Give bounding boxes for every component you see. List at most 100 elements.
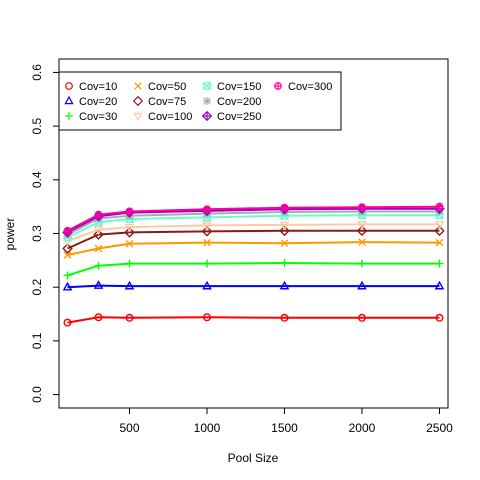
x-tick-label: 2500	[426, 421, 453, 435]
x-tick-label: 2000	[349, 421, 376, 435]
legend-marker	[64, 95, 74, 105]
legend-label: Cov=10	[79, 81, 117, 93]
data-point	[358, 238, 366, 246]
legend-label: Cov=200	[217, 96, 261, 108]
data-point	[435, 238, 444, 247]
data-point	[435, 202, 444, 211]
legend: Cov=10 Cov=20 Cov=30 Cov=50 Cov=75 Cov=100 Cov…	[58, 71, 342, 131]
data-point	[94, 261, 103, 270]
data-point	[434, 221, 445, 230]
legend-marker	[132, 95, 144, 107]
y-tick-label: 0.6	[30, 64, 44, 81]
data-point	[356, 225, 368, 237]
legend-item: Cov=100	[133, 111, 192, 123]
data-point	[435, 313, 444, 322]
data-point	[203, 313, 212, 322]
y-tick-label: 0.2	[30, 279, 44, 296]
series-cov-30	[63, 259, 444, 280]
data-point	[62, 243, 73, 254]
legend-item: Cov=10	[65, 81, 117, 93]
series-layer	[62, 202, 445, 327]
legend-item: Cov=200	[203, 96, 261, 108]
legend-item: Cov=300	[274, 81, 332, 93]
data-point	[357, 280, 367, 290]
data-point	[63, 251, 72, 259]
series-line	[67, 316, 440, 324]
data-point	[93, 280, 104, 289]
data-point	[203, 259, 211, 268]
legend-label: Cov=300	[288, 81, 332, 93]
data-point	[124, 280, 135, 290]
data-point	[63, 271, 72, 280]
y-axis-label: power	[3, 218, 17, 251]
data-point	[280, 203, 289, 212]
legend-box	[58, 71, 342, 131]
data-point	[434, 225, 445, 237]
data-point	[202, 222, 212, 231]
data-point	[63, 226, 72, 235]
legend-item: Cov=30	[65, 111, 117, 123]
data-point	[125, 207, 134, 216]
legend-marker	[274, 82, 282, 90]
data-point	[279, 225, 290, 237]
data-point	[93, 226, 104, 236]
data-point	[125, 239, 134, 248]
y-tick-label: 0.0	[30, 386, 44, 403]
legend-label: Cov=100	[148, 111, 192, 123]
data-point	[125, 313, 134, 322]
legend-marker	[134, 82, 142, 90]
series-cov-50	[63, 238, 444, 259]
legend-item: Cov=150	[203, 81, 261, 93]
y-tick-label: 0.1	[30, 332, 44, 349]
data-point	[124, 227, 135, 238]
x-axis-label: Pool Size	[228, 451, 279, 465]
series-cov-300	[63, 202, 444, 235]
data-point	[280, 259, 289, 267]
legend-label: Cov=75	[148, 96, 186, 108]
legend-marker	[201, 110, 213, 122]
data-point	[63, 318, 72, 327]
data-point	[124, 223, 135, 233]
data-point	[203, 205, 212, 214]
data-point	[279, 280, 290, 290]
legend-label: Cov=30	[79, 111, 117, 123]
x-tick-label: 1500	[271, 421, 298, 435]
legend-label: Cov=20	[79, 96, 117, 108]
data-point	[357, 313, 366, 322]
data-point	[94, 244, 103, 253]
y-tick-label: 0.4	[30, 171, 44, 188]
legend-item: Cov=50	[134, 81, 186, 93]
series-cov-10	[63, 313, 444, 327]
legend-item: Cov=75	[132, 95, 186, 108]
data-point	[202, 280, 212, 290]
y-axis: 0.0 0.1 0.2 0.3 0.4 0.5 0.6	[30, 64, 60, 403]
legend-item: Cov=250	[201, 110, 261, 123]
y-tick-label: 0.3	[30, 225, 44, 242]
legend-label: Cov=250	[217, 111, 261, 123]
data-point	[280, 239, 289, 247]
data-point	[279, 221, 290, 231]
x-axis: 500 1000 1500 2000 2500	[120, 407, 453, 435]
legend-label: Cov=50	[148, 81, 186, 93]
legend-marker	[203, 82, 211, 90]
data-point	[62, 281, 73, 291]
data-point	[434, 280, 445, 290]
legend-marker	[203, 97, 211, 105]
legend-marker	[133, 112, 143, 122]
data-point	[357, 203, 366, 212]
x-tick-label: 1000	[194, 421, 221, 435]
data-point	[203, 238, 211, 247]
data-point	[435, 259, 444, 268]
series-line	[67, 284, 440, 289]
data-point	[94, 210, 103, 219]
y-tick-label: 0.5	[30, 117, 44, 134]
data-point	[94, 313, 103, 322]
legend-marker	[65, 82, 73, 90]
legend-label: Cov=150	[217, 81, 261, 93]
data-point	[280, 313, 289, 322]
series-line	[67, 223, 440, 242]
legend-marker	[65, 112, 73, 120]
data-point	[357, 221, 367, 230]
series-cov-20	[62, 280, 445, 291]
